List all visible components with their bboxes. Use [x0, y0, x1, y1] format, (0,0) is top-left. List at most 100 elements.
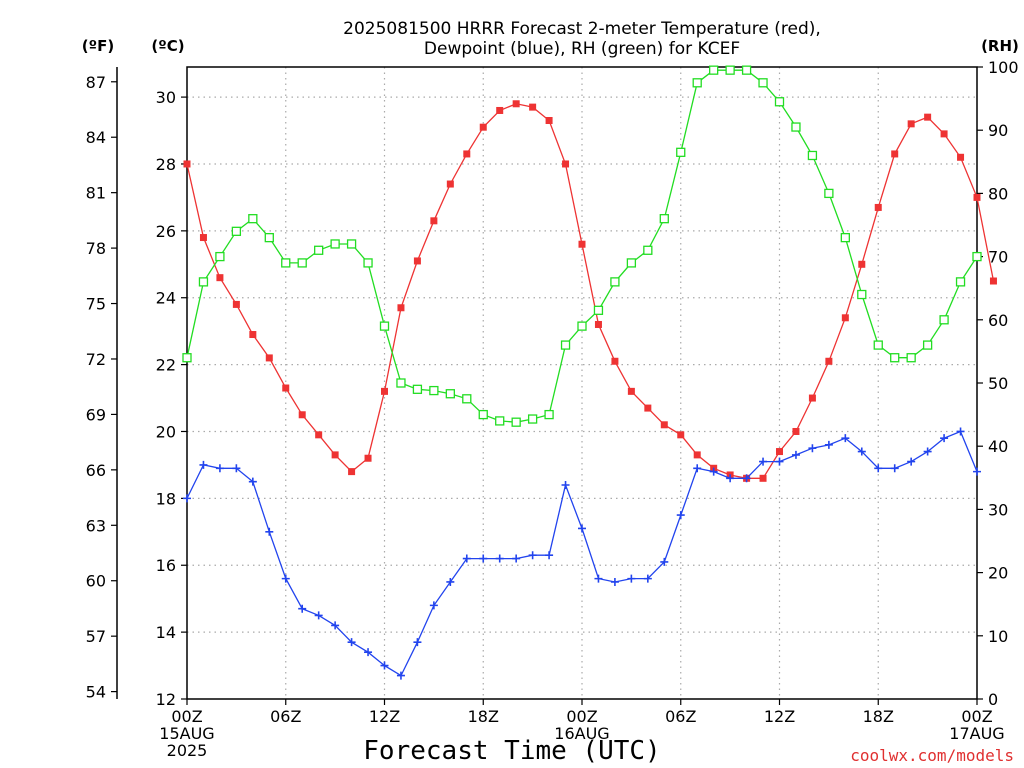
dewpoint-point — [347, 638, 356, 647]
rh-point — [346, 239, 357, 249]
temperature-point — [364, 454, 372, 462]
rh-point — [890, 353, 900, 363]
rh-tick-label: 30 — [988, 500, 1008, 519]
rh-point — [182, 353, 192, 363]
temperature-point — [232, 300, 240, 308]
rh-point — [824, 188, 834, 199]
celsius-tick-label: 16 — [156, 556, 176, 575]
rh-point — [709, 65, 719, 75]
celsius-tick-label: 24 — [156, 289, 176, 308]
x-tick-label: 18Z — [863, 707, 894, 726]
rh-point — [626, 258, 637, 268]
rh-point — [840, 232, 850, 243]
temperature-point — [216, 274, 224, 282]
rh-point — [643, 245, 653, 255]
rh-tick-label: 70 — [988, 248, 1008, 267]
rh-point — [610, 277, 620, 287]
rh-point — [412, 384, 423, 394]
dewpoint-point — [331, 621, 340, 630]
rh-point — [330, 239, 340, 249]
x-tick-label: 00Z — [566, 707, 597, 726]
dewpoint-point — [512, 554, 521, 563]
rh-tick-label: 10 — [988, 627, 1008, 646]
dewpoint-point — [232, 464, 241, 473]
dewpoint-line — [186, 430, 978, 677]
x-tick-label: 2025 — [167, 741, 208, 760]
x-tick-label: 06Z — [665, 707, 696, 726]
temperature-line — [186, 103, 995, 479]
x-tick-label: 12Z — [369, 707, 400, 726]
rh-point — [429, 385, 439, 396]
dewpoint-point — [265, 527, 274, 536]
celsius-tick-label: 22 — [156, 356, 176, 375]
dewpoint-point — [199, 460, 208, 469]
x-tick-label: 00Z — [171, 707, 202, 726]
dewpoint-point — [610, 577, 619, 586]
x-tick-label: 12Z — [764, 707, 795, 726]
dewpoint-point — [709, 467, 718, 476]
dewpoint-point — [183, 494, 191, 503]
temperature-point — [199, 234, 207, 242]
fahrenheit-tick-label: 60 — [86, 572, 106, 591]
temperature-point — [479, 123, 487, 131]
temperature-point — [446, 180, 454, 188]
rh-point — [577, 321, 587, 331]
dewpoint-point — [775, 457, 784, 466]
temperature-point — [413, 257, 421, 265]
dewpoint-point — [841, 434, 850, 443]
dewpoint-point — [676, 511, 685, 520]
dewpoint-point — [578, 524, 586, 533]
credit-text: coolwx.com/models — [850, 746, 1014, 765]
rh-point — [791, 122, 801, 132]
rh-unit-label: (RH) — [981, 37, 1019, 55]
rh-point — [511, 417, 521, 427]
temperature-point — [989, 277, 997, 285]
rh-point — [560, 340, 571, 350]
celsius-tick-label: 20 — [156, 422, 176, 441]
dewpoint-point — [693, 464, 702, 473]
rh-point — [972, 251, 982, 262]
fahrenheit-tick-label: 84 — [86, 128, 106, 147]
dewpoint-point — [281, 574, 290, 583]
fahrenheit-tick-label: 75 — [86, 295, 106, 314]
rh-point — [281, 258, 291, 268]
temperature-point — [529, 103, 537, 111]
x-tick-label: 18Z — [468, 707, 499, 726]
rh-point — [527, 414, 538, 424]
rh-tick-label: 90 — [988, 121, 1008, 140]
rh-point — [873, 340, 883, 350]
dewpoint-point — [907, 457, 916, 466]
dewpoint-point — [298, 604, 307, 613]
dewpoint-point — [528, 551, 537, 560]
fahrenheit-tick-label: 57 — [86, 627, 106, 646]
rh-point — [939, 315, 949, 325]
temperature-point — [841, 314, 849, 322]
fahrenheit-tick-label: 78 — [86, 239, 106, 258]
temperature-point — [825, 357, 833, 365]
x-axis-label: Forecast Time (UTC) — [363, 736, 660, 766]
temperature-point — [874, 203, 882, 211]
rh-point — [807, 150, 818, 161]
dewpoint-point — [824, 440, 833, 449]
rh-point — [741, 65, 752, 75]
temperature-point — [907, 120, 915, 128]
celsius-tick-label: 18 — [156, 489, 176, 508]
rh-point — [231, 226, 242, 236]
rh-tick-label: 0 — [988, 690, 998, 709]
dewpoint-point — [660, 557, 669, 566]
temperature-point — [644, 404, 652, 412]
fahrenheit-tick-label: 87 — [86, 73, 106, 92]
temperature-point — [594, 320, 602, 328]
rh-point — [297, 258, 307, 268]
celsius-tick-label: 26 — [156, 222, 176, 241]
rh-point — [248, 214, 258, 224]
rh-point — [396, 378, 406, 388]
rh-point — [462, 394, 472, 404]
temperature-point — [298, 411, 306, 419]
celsius-tick-label: 30 — [156, 88, 176, 107]
dewpoint-point — [890, 464, 899, 473]
temperature-point — [265, 354, 273, 362]
celsius-unit-label: (ºC) — [151, 37, 184, 55]
dewpoint-point — [973, 467, 981, 476]
